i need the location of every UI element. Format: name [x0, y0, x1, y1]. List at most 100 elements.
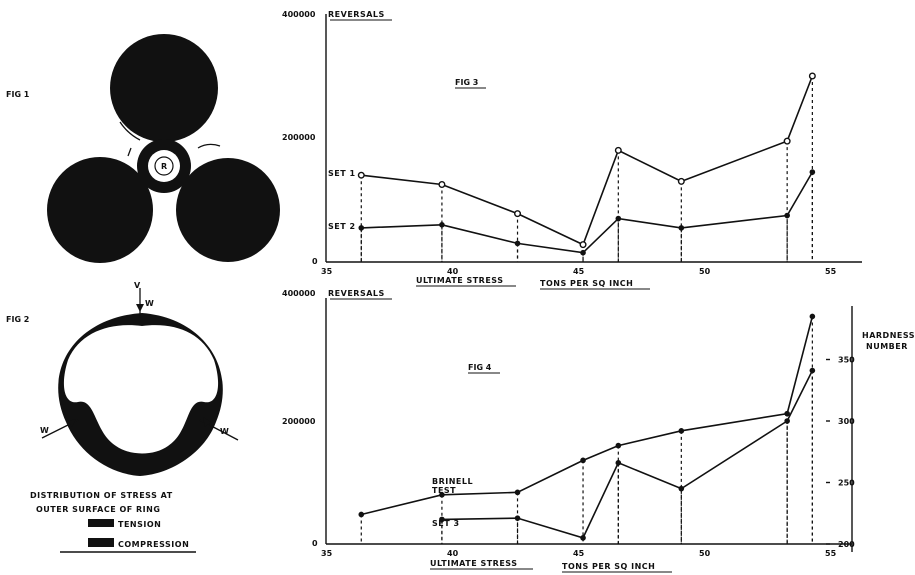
fig1-label: FIG 1 — [6, 90, 30, 99]
fig2-load-label-right: W — [220, 427, 229, 436]
fig4-point-0-1 — [439, 492, 445, 498]
fig4-xlabel-left: ULTIMATE STRESS — [430, 559, 517, 568]
fig1-inner-bore — [154, 156, 174, 176]
fig4-point-1-2 — [580, 535, 586, 541]
fig4-ytick-400000: 400000 — [282, 289, 316, 298]
fig4-xtick-35: 35 — [321, 549, 333, 558]
fig4-point-0-6 — [784, 410, 790, 417]
fig4-series-line-1 — [441, 370, 814, 539]
fig4-xtick-45: 45 — [573, 549, 585, 558]
fig3-point-1-0 — [358, 225, 365, 231]
fig4-y2label-line1: HARDNESS — [862, 331, 915, 340]
fig4-chart: 400000 REVERSALS 200000 0 HARDNESS NUMBE… — [282, 289, 915, 573]
fig3-xtick-45: 45 — [573, 267, 585, 276]
fig1-rotation-arrow-top — [119, 121, 141, 141]
fig1-rotation-arrow-right — [197, 143, 221, 149]
fig3-title: FIG 3 — [455, 78, 478, 87]
fig3-point-1-3 — [580, 249, 586, 256]
fig4-point-1-3 — [615, 460, 622, 466]
fig3-point-0-0 — [357, 171, 365, 179]
fig4-point-0-0 — [358, 511, 365, 518]
fig2-label: FIG 2 — [6, 315, 29, 324]
fig3-point-0-7 — [808, 72, 816, 80]
fig4-point-1-4 — [678, 485, 685, 492]
fig3-point-0-5 — [677, 177, 685, 185]
fig3-point-0-3 — [579, 241, 587, 249]
fig1-top-disc — [110, 34, 218, 142]
fig4-point-0-7 — [809, 313, 816, 320]
fig3-ytick-400000: 400000 — [282, 10, 316, 19]
fig3-ylabel: REVERSALS — [328, 10, 385, 19]
fig3-series-label-set2: SET 2 — [328, 222, 356, 231]
fig4-y2tick-250: 250 — [838, 479, 855, 488]
fig3-point-1-7 — [809, 169, 816, 175]
fig3-xtick-55: 55 — [825, 267, 837, 276]
fig4-series-label-brinell-line2: TEST — [432, 486, 456, 495]
fig1-center-label: R — [161, 162, 167, 171]
fig3-point-1-4 — [615, 215, 622, 222]
fig3-point-1-1 — [439, 222, 445, 228]
fig2-ring-bore — [63, 325, 219, 454]
fig2-load-label-top-tag: V — [134, 281, 141, 290]
fig4-y2tick-350: 350 — [838, 356, 855, 365]
fig2-drawing: W V W W — [40, 281, 239, 476]
fig4-title: FIG 4 — [468, 363, 492, 372]
fig4-series-label-set3: SET 3 — [432, 519, 460, 528]
fig3-chart: 400000 REVERSALS 200000 0 FIG 3 ULTIMATE… — [282, 10, 862, 290]
fig3-point-0-2 — [514, 210, 522, 218]
fig3-ytick-0: 0 — [312, 257, 318, 266]
fig2-legend-tension-swatch — [88, 519, 114, 527]
fig4-ytick-0: 0 — [312, 539, 318, 548]
fig4-y2tick-300: 300 — [838, 417, 855, 426]
fig1-drawing: R — [47, 34, 280, 263]
fig4-ytick-200000: 200000 — [282, 417, 316, 426]
fig4-point-0-2 — [514, 489, 521, 496]
fig4-point-0-4 — [615, 442, 622, 449]
fig3-xtick-40: 40 — [447, 267, 459, 276]
fig4-series-line-0 — [361, 316, 814, 516]
fig4-series-label-brinell-line1: BRINELL — [432, 477, 473, 486]
fig2-arrowhead-right — [203, 417, 211, 427]
fig2-load-label-top: W — [145, 299, 154, 308]
fig2-arrowhead-left — [68, 419, 76, 427]
fig2-caption-line2: OUTER SURFACE OF RING — [36, 505, 160, 514]
fig2-load-label-left: W — [40, 426, 49, 435]
fig3-xlabel-left: ULTIMATE STRESS — [416, 276, 503, 285]
fig2-legend-compression: COMPRESSION — [118, 540, 189, 549]
fig3-point-0-6 — [783, 137, 791, 145]
fig2-caption-line1: DISTRIBUTION OF STRESS AT — [30, 491, 173, 500]
fig3-series-line-1 — [361, 171, 814, 254]
fig4-y2label-line2: NUMBER — [866, 342, 908, 351]
fig4-point-1-0 — [439, 516, 445, 523]
fig1-arrow-tick — [127, 147, 132, 157]
fig4-xlabel-right: TONS PER SQ INCH — [562, 562, 655, 571]
fig3-point-1-2 — [514, 240, 521, 247]
fig4-ylabel: REVERSALS — [328, 289, 385, 298]
fig1-right-disc — [176, 158, 280, 262]
fig3-ytick-200000: 200000 — [282, 133, 316, 142]
fig1-ring-hole — [148, 150, 180, 182]
fig2-legend-compression-swatch — [88, 538, 114, 547]
fig1-rotation-arrow-left — [149, 195, 153, 223]
fig3-point-0-4 — [614, 146, 622, 154]
fig4-y2tick-200: 200 — [838, 540, 855, 549]
fig4-xtick-40: 40 — [447, 549, 459, 558]
fig2-arrowhead-top — [136, 304, 144, 312]
fig4-xtick-55: 55 — [825, 549, 837, 558]
fig3-point-0-1 — [438, 180, 446, 188]
fig4-xtick-50: 50 — [699, 549, 711, 558]
fig4-point-0-3 — [580, 457, 586, 464]
fig3-series-line-0 — [361, 75, 814, 246]
fig4-point-0-5 — [678, 428, 685, 434]
fig3-xtick-50: 50 — [699, 267, 711, 276]
fig4-point-1-6 — [809, 367, 816, 374]
fig3-point-1-5 — [678, 225, 685, 231]
fig3-series-label-set1: SET 1 — [328, 169, 356, 178]
fig3-point-1-6 — [784, 212, 790, 219]
fig1-left-disc — [47, 157, 153, 263]
fig3-xlabel-right: TONS PER SQ INCH — [540, 279, 633, 288]
fig2-legend-tension: TENSION — [118, 520, 161, 529]
fig4-point-1-5 — [784, 418, 790, 424]
fig4-point-1-1 — [514, 515, 521, 521]
